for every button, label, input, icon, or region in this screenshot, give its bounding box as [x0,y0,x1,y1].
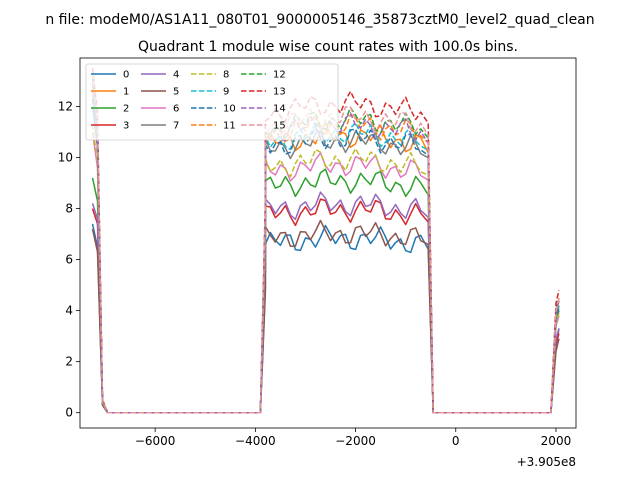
y-tick-label: 2 [65,355,73,369]
x-offset-label: +3.905e8 [517,455,576,469]
legend-label-12: 12 [273,70,286,81]
legend-label-13: 13 [273,87,286,98]
y-tick-label: 4 [65,304,73,318]
legend-label-1: 1 [123,87,129,98]
x-tick-label: 2000 [541,434,572,448]
x-tick-label: 0 [452,434,460,448]
y-tick-label: 0 [65,406,73,420]
series-line-15 [91,73,560,414]
series-line-3 [91,198,560,414]
legend-label-0: 0 [123,70,129,81]
plot-frame [79,57,577,429]
legend-box [85,63,339,141]
series-line-6 [91,131,560,414]
series-line-8 [91,124,560,414]
series-line-0 [91,223,560,414]
legend-label-2: 2 [123,104,129,115]
x-tick-label: −2000 [335,434,376,448]
legend-label-5: 5 [173,87,179,98]
legend-label-10: 10 [223,104,236,115]
x-tick-label: −6000 [135,434,176,448]
legend-label-14: 14 [273,104,286,115]
chart-title: Quadrant 1 module wise count rates with … [138,39,518,55]
y-tick-label: 6 [65,253,73,267]
legend-label-9: 9 [223,87,229,98]
legend-label-15: 15 [273,121,286,132]
ticks-layer: −6000 −4000 −2000 0 2000 0 2 4 6 8 10 12 [58,99,572,448]
x-tick-label: −4000 [235,434,276,448]
series-line-12 [91,78,560,414]
series-line-2 [91,168,560,414]
legend-label-7: 7 [173,121,179,132]
figure-suptitle: n file: modeM0/AS1A11_080T01_9000005146_… [45,12,594,28]
legend-label-8: 8 [223,70,229,81]
legend-label-11: 11 [223,121,236,132]
series-line-5 [91,219,560,414]
y-tick-label: 12 [58,99,73,113]
legend-label-3: 3 [123,121,129,132]
legend-label-6: 6 [173,104,179,115]
series-line-4 [91,191,560,414]
legend-label-4: 4 [173,70,179,81]
y-tick-label: 10 [58,151,73,165]
y-tick-label: 8 [65,202,73,216]
